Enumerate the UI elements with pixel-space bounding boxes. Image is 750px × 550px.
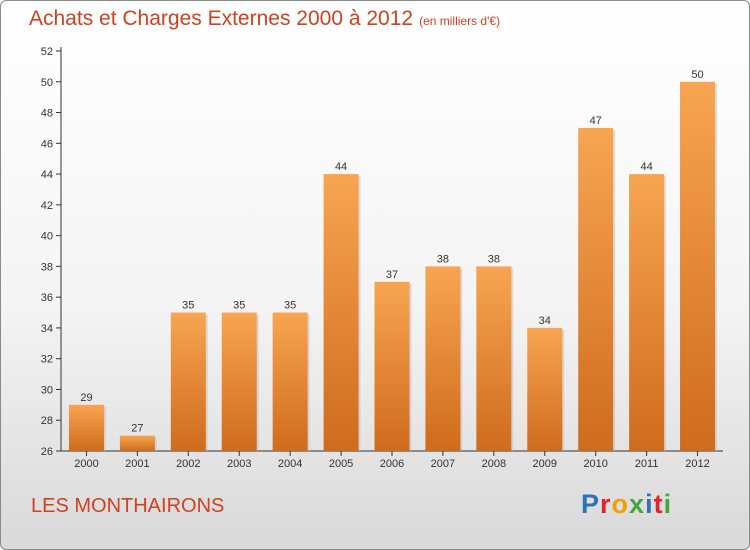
y-tick-label: 48 [41,108,53,120]
bar [578,127,614,451]
data-label: 35 [284,300,296,312]
proxiti-logo: Proxiti [581,489,672,520]
y-tick-label: 44 [41,169,53,181]
x-tick-label: 2012 [685,458,709,470]
chart-unit: (en milliers d'€) [419,14,501,28]
logo-letter: r [600,489,612,519]
data-label: 44 [335,161,347,173]
bar [374,281,410,451]
x-tick-label: 2003 [227,458,251,470]
x-tick-label: 2007 [431,458,455,470]
chart-labels: 2000 29 2001 27 2002 35 2003 35 2004 35 2005 44 2006… [74,69,710,470]
data-label: 27 [131,423,143,435]
x-tick-label: 2011 [635,458,659,470]
chart-title: Achats et Charges Externes 2000 à 2012 (e… [29,7,500,31]
x-tick-label: 2009 [533,458,557,470]
bar [629,174,665,452]
bar [119,435,155,451]
logo-letter: i [645,489,654,519]
y-tick-label: 46 [41,138,53,150]
y-tick-label: 42 [41,200,53,212]
x-tick-label: 2008 [482,458,506,470]
data-label: 29 [80,392,92,404]
y-tick-label: 50 [41,77,53,89]
bar [170,312,206,451]
y-tick-label: 36 [41,292,53,304]
chart-title-text: Achats et Charges Externes 2000 à 2012 [29,7,414,30]
y-tick-label: 28 [41,415,53,427]
y-tick-label: 40 [41,231,53,243]
logo-letter: P [581,489,601,519]
bar [68,404,104,451]
bar [272,312,308,451]
data-label: 50 [691,69,703,81]
x-tick-label: 2002 [176,458,200,470]
data-label: 35 [182,300,194,312]
data-label: 47 [590,115,602,127]
bar [476,266,512,451]
y-tick-label: 32 [41,354,53,366]
y-tick-label: 38 [41,261,53,273]
data-label: 38 [437,253,449,265]
logo-letter: x [629,489,646,519]
bar [680,81,716,452]
data-label: 35 [233,300,245,312]
x-tick-label: 2004 [278,458,302,470]
chart-bars [68,81,718,452]
y-tick-label: 26 [41,446,53,458]
y-tick-label: 30 [41,384,53,396]
data-label: 38 [488,253,500,265]
x-tick-label: 2000 [74,458,98,470]
data-label: 44 [640,161,652,173]
y-tick-label: 34 [41,323,53,335]
bar [425,266,461,451]
data-label: 34 [539,315,551,327]
bar [323,174,359,452]
y-tick-label: 52 [41,46,53,58]
commune-name: LES MONTHAIRONS [31,495,225,517]
x-tick-label: 2005 [329,458,353,470]
bar [221,312,257,451]
bar [527,327,563,451]
logo-letter: t [653,489,664,519]
x-tick-label: 2010 [583,458,607,470]
x-tick-label: 2006 [380,458,404,470]
data-label: 37 [386,269,398,281]
x-tick-label: 2001 [125,458,149,470]
logo-letter: i [663,489,673,519]
logo-letter: o [611,489,630,519]
